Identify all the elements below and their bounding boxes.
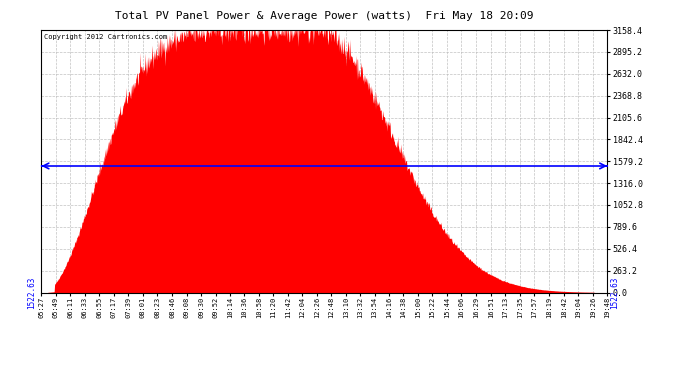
Text: Total PV Panel Power & Average Power (watts)  Fri May 18 20:09: Total PV Panel Power & Average Power (wa… [115,11,533,21]
Text: Copyright 2012 Cartronics.com: Copyright 2012 Cartronics.com [44,34,168,40]
Text: 1522.63: 1522.63 [27,276,36,309]
Text: 1522.63: 1522.63 [610,276,619,309]
